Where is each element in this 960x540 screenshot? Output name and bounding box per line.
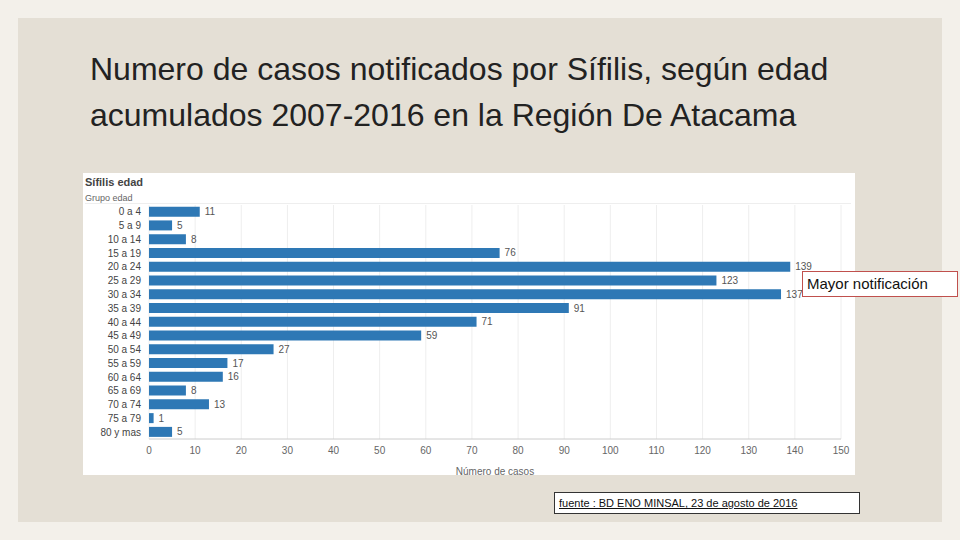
- svg-text:91: 91: [574, 303, 586, 314]
- svg-text:11: 11: [205, 206, 216, 217]
- svg-text:40 a 44: 40 a 44: [108, 317, 142, 328]
- svg-text:90: 90: [559, 445, 571, 456]
- svg-text:59: 59: [426, 330, 438, 341]
- svg-text:70: 70: [466, 445, 478, 456]
- svg-text:70 a 74: 70 a 74: [108, 399, 142, 410]
- svg-text:16: 16: [228, 371, 240, 382]
- html-text:Grupo edad: Grupo edad: [85, 193, 133, 203]
- svg-text:65 a 69: 65 a 69: [108, 385, 142, 396]
- svg-text:35 a 39: 35 a 39: [108, 303, 142, 314]
- svg-text:0 a 4: 0 a 4: [119, 206, 142, 217]
- html-text:Numero de casos notificados po: Numero de casos notificados por Sífilis,…: [90, 51, 829, 133]
- svg-text:137: 137: [786, 289, 803, 300]
- svg-text:8: 8: [191, 385, 197, 396]
- svg-text:5 a 9: 5 a 9: [119, 220, 142, 231]
- svg-text:30: 30: [282, 445, 294, 456]
- svg-text:123: 123: [721, 275, 738, 286]
- svg-text:10: 10: [190, 445, 202, 456]
- svg-text:139: 139: [795, 261, 812, 273]
- svg-text:8: 8: [191, 234, 197, 245]
- html-text:Mayor notificación: Mayor notificación: [807, 275, 928, 292]
- svg-text:80 y mas: 80 y mas: [100, 427, 141, 438]
- svg-text:71: 71: [482, 316, 494, 327]
- svg-text:60 a 64: 60 a 64: [108, 372, 142, 383]
- svg-text:80: 80: [513, 445, 525, 456]
- svg-text:20: 20: [236, 445, 248, 456]
- svg-text:60: 60: [420, 445, 432, 456]
- svg-text:17: 17: [232, 358, 244, 369]
- svg-text:75 a 79: 75 a 79: [108, 413, 142, 424]
- svg-text:140: 140: [787, 445, 804, 456]
- html-text:Sífilis edad: Sífilis edad: [85, 176, 144, 188]
- svg-text:27: 27: [279, 344, 291, 355]
- svg-text:45 a 49: 45 a 49: [108, 330, 142, 341]
- html-text:fuente : BD ENO MINSAL, 23 de: fuente : BD ENO MINSAL, 23 de agosto de …: [559, 497, 798, 509]
- svg-text:20 a 24: 20 a 24: [108, 261, 142, 272]
- svg-text:76: 76: [505, 247, 517, 258]
- svg-text:120: 120: [694, 445, 711, 456]
- svg-text:30 a 34: 30 a 34: [108, 289, 142, 300]
- svg-text:1: 1: [159, 413, 165, 424]
- svg-text:Número de casos: Número de casos: [456, 466, 534, 475]
- svg-text:100: 100: [602, 445, 619, 456]
- svg-text:50: 50: [374, 445, 386, 456]
- svg-text:110: 110: [648, 445, 664, 456]
- svg-text:40: 40: [328, 445, 340, 456]
- svg-text:0: 0: [146, 445, 152, 456]
- svg-text:130: 130: [740, 445, 757, 456]
- svg-text:5: 5: [177, 426, 183, 437]
- svg-text:5: 5: [177, 220, 183, 231]
- svg-text:55 a 59: 55 a 59: [108, 358, 142, 369]
- svg-text:15 a 19: 15 a 19: [108, 248, 142, 259]
- svg-text:25 a 29: 25 a 29: [108, 275, 142, 286]
- svg-text:13: 13: [214, 399, 226, 410]
- svg-text:150: 150: [833, 445, 850, 456]
- svg-text:50 a 54: 50 a 54: [108, 344, 142, 355]
- svg-text:10 a 14: 10 a 14: [108, 234, 142, 245]
